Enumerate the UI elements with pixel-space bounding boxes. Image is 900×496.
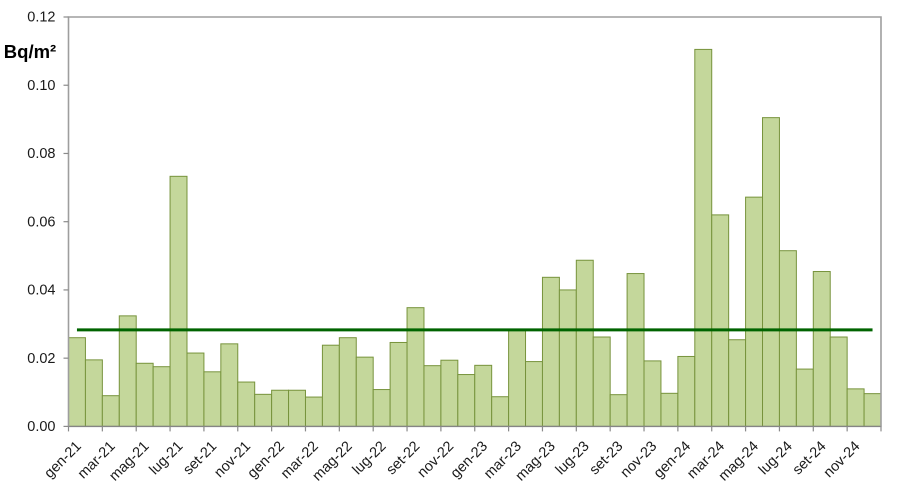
svg-text:0.06: 0.06 xyxy=(27,214,55,230)
svg-text:0.00: 0.00 xyxy=(27,419,55,435)
svg-text:0.02: 0.02 xyxy=(27,351,55,367)
svg-text:0.10: 0.10 xyxy=(27,78,55,94)
svg-text:0.12: 0.12 xyxy=(27,10,55,26)
svg-text:Bq/m²: Bq/m² xyxy=(4,41,56,62)
svg-text:0.04: 0.04 xyxy=(27,283,55,299)
svg-text:0.08: 0.08 xyxy=(27,146,55,162)
